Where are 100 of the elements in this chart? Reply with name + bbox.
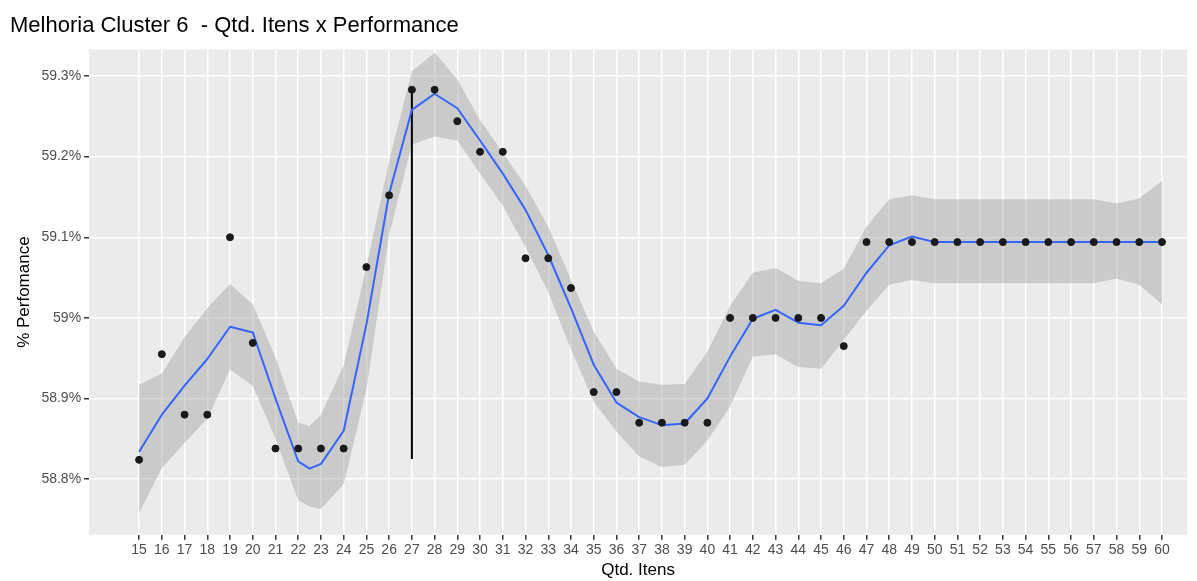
point: [1021, 238, 1030, 247]
point: [998, 238, 1007, 247]
x-tick-label: 34: [563, 541, 579, 558]
point: [907, 238, 916, 247]
x-tick-label: 47: [858, 541, 875, 558]
y-tick-label: 58.9%: [41, 389, 82, 406]
x-tick-label: 60: [1154, 541, 1170, 558]
x-tick-label: 33: [540, 541, 557, 558]
y-tick-label: 59.3%: [41, 66, 82, 83]
point: [1067, 238, 1076, 247]
point: [271, 444, 280, 453]
y-axis-title: % Perfomance: [13, 236, 33, 348]
point: [157, 350, 166, 359]
point: [1135, 238, 1144, 247]
point: [794, 313, 803, 322]
x-tick-label: 26: [381, 541, 398, 558]
x-tick-label: 51: [949, 541, 966, 558]
chart-title: Melhoria Cluster 6 - Qtd. Itens x Performance: [10, 12, 459, 38]
x-tick-label: 37: [631, 541, 648, 558]
point: [430, 85, 439, 94]
x-tick-label: 24: [335, 541, 352, 558]
point: [680, 418, 689, 427]
x-tick-label: 38: [654, 541, 670, 558]
x-tick-label: 36: [608, 541, 625, 558]
point: [362, 263, 371, 272]
x-tick-label: 56: [1063, 541, 1080, 558]
point: [839, 342, 848, 351]
y-tick-label: 59.1%: [41, 228, 82, 245]
x-tick-label: 44: [790, 541, 807, 558]
point: [203, 410, 212, 419]
x-tick-label: 31: [495, 541, 511, 558]
point: [635, 418, 644, 427]
point: [521, 254, 530, 263]
x-tick-label: 40: [699, 541, 716, 558]
x-tick-label: 28: [426, 541, 443, 558]
point: [476, 147, 485, 156]
x-tick-label: 35: [585, 541, 602, 558]
x-tick-label: 27: [404, 541, 420, 558]
y-tick-label: 59.2%: [41, 147, 82, 164]
point: [385, 191, 394, 200]
point: [135, 455, 144, 464]
point: [498, 147, 507, 156]
x-tick-label: 17: [176, 541, 193, 558]
point: [748, 313, 757, 322]
x-tick-label: 53: [995, 541, 1011, 558]
x-tick-label: 50: [926, 541, 943, 558]
point: [953, 238, 962, 247]
point: [817, 313, 826, 322]
x-tick-label: 43: [767, 541, 784, 558]
x-tick-label: 57: [1086, 541, 1102, 558]
point: [294, 444, 303, 453]
x-tick-label: 48: [881, 541, 898, 558]
point: [544, 254, 553, 263]
x-tick-label: 52: [972, 541, 989, 558]
x-tick-label: 20: [244, 541, 261, 558]
point: [1158, 238, 1166, 247]
x-tick-label: 15: [131, 541, 148, 558]
point: [180, 410, 189, 419]
x-tick-label: 41: [722, 541, 739, 558]
point: [885, 238, 894, 247]
point: [589, 388, 598, 397]
point: [612, 388, 621, 397]
point: [726, 313, 735, 322]
y-tick-label: 59%: [53, 308, 82, 325]
x-tick-label: 42: [745, 541, 761, 558]
x-tick-label: 55: [1040, 541, 1057, 558]
point: [453, 117, 462, 126]
point: [248, 338, 257, 347]
x-tick-label: 29: [449, 541, 466, 558]
point: [976, 238, 985, 247]
x-tick-label: 23: [313, 541, 329, 558]
x-tick-label: 25: [358, 541, 375, 558]
point: [566, 284, 575, 293]
y-tick-label: 58.8%: [41, 470, 82, 487]
x-tick-label: 16: [154, 541, 170, 558]
point: [930, 238, 939, 247]
x-tick-label: 32: [517, 541, 534, 558]
x-tick-label: 21: [267, 541, 284, 558]
x-axis-title: Qtd. Itens: [601, 560, 675, 580]
x-tick-label: 59: [1131, 541, 1148, 558]
x-tick-label: 49: [904, 541, 920, 558]
point: [316, 444, 325, 453]
point: [1089, 238, 1098, 247]
x-tick-label: 22: [290, 541, 307, 558]
x-tick-label: 30: [472, 541, 489, 558]
x-tick-label: 58: [1108, 541, 1125, 558]
point: [339, 444, 348, 453]
x-tick-label: 46: [835, 541, 852, 558]
point: [1112, 238, 1121, 247]
x-tick-label: 39: [676, 541, 693, 558]
point: [1044, 238, 1053, 247]
x-tick-label: 45: [813, 541, 830, 558]
point: [407, 85, 416, 94]
x-tick-label: 54: [1017, 541, 1034, 558]
point: [862, 238, 871, 247]
point: [657, 418, 666, 427]
point: [226, 233, 235, 242]
point: [771, 313, 780, 322]
point: [703, 418, 712, 427]
x-tick-label: 18: [199, 541, 216, 558]
